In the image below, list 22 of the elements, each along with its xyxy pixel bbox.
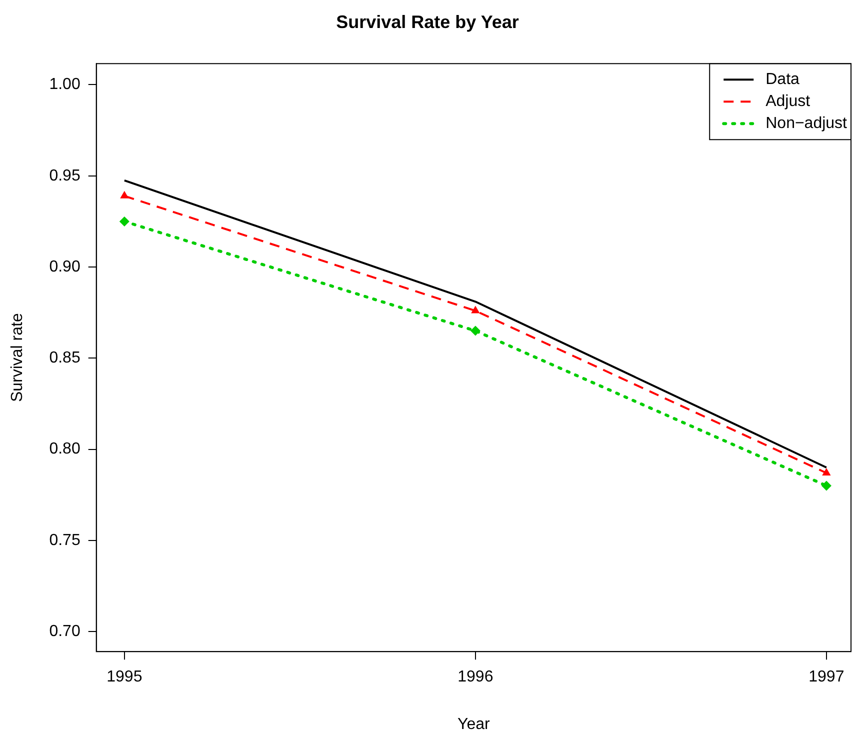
point [471,306,480,314]
chart-title: Survival Rate by Year [336,12,519,32]
x-tick-label: 1997 [808,668,844,686]
y-tick-label: 0.85 [49,350,80,367]
y-tick-label: 1.00 [49,76,80,94]
y-tick-label: 0.70 [49,622,80,640]
y-tick-label: 0.90 [49,258,80,276]
point [822,468,831,476]
y-tick-label: 0.80 [49,440,80,458]
legend-label: Data [766,71,800,88]
y-axis-title: Survival rate [9,313,26,402]
point [470,326,480,336]
legend-label: Non−adjust [766,115,848,132]
point [119,216,130,226]
legend-label: Adjust [766,93,811,110]
y-tick-label: 0.95 [49,167,80,184]
y-tick-label: 0.75 [49,532,80,549]
x-tick-label: 1995 [106,668,142,686]
point [821,480,832,491]
x-axis-title: Year [458,716,491,733]
point [120,190,129,198]
x-tick-label: 1996 [458,668,494,686]
